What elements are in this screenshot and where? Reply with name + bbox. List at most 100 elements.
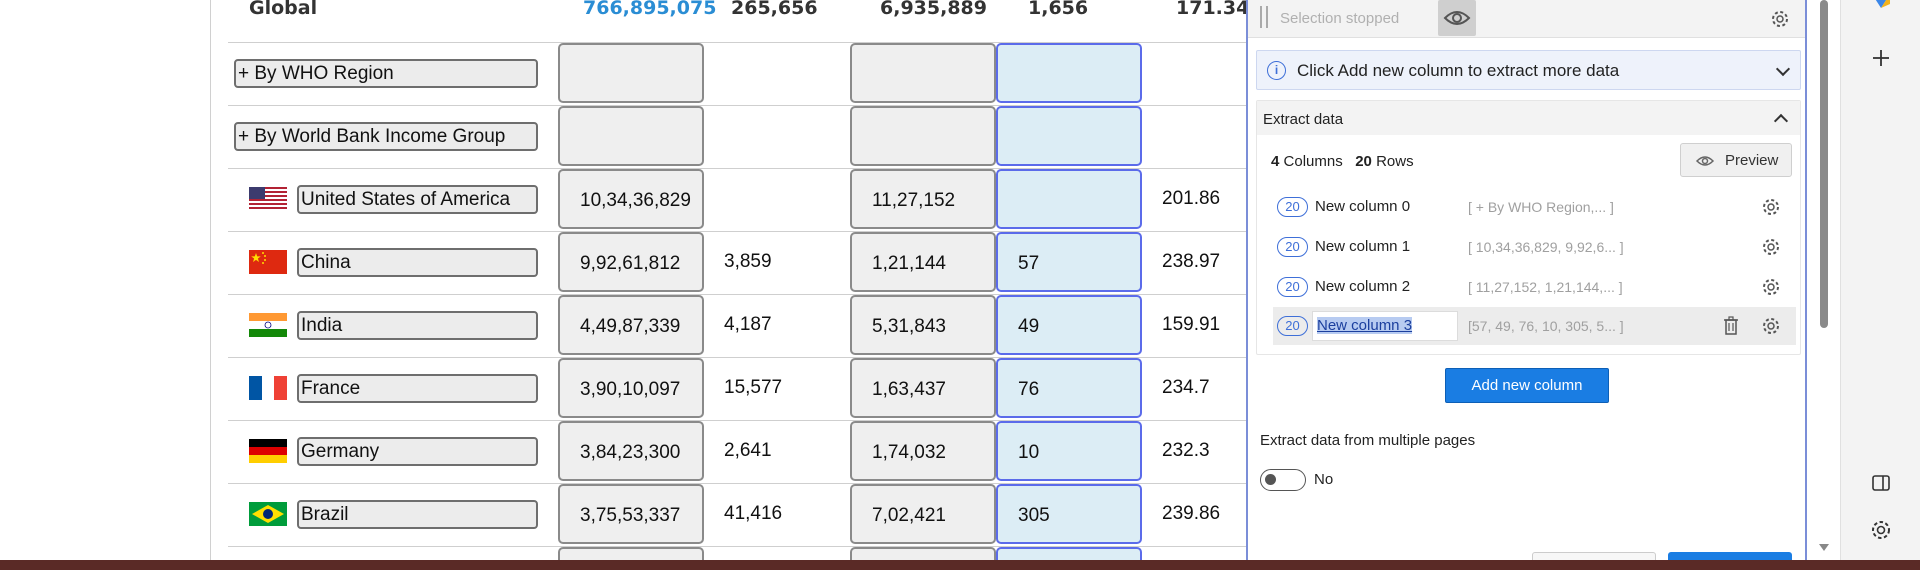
income-group-button[interactable]: + By World Bank Income Group	[234, 122, 538, 151]
germany-flag-icon	[249, 439, 287, 463]
table-cell[interactable]	[558, 547, 704, 560]
plus-icon[interactable]	[1868, 45, 1894, 71]
row-count-badge: 20	[1277, 316, 1308, 336]
column-row-counts: 4 Columns 20 Rows	[1271, 153, 1414, 170]
global-rate: 171.34	[1176, 0, 1246, 19]
extension-icon[interactable]	[1868, 0, 1894, 16]
row-count-badge: 20	[1277, 237, 1308, 257]
country-button-france[interactable]: France	[297, 374, 538, 403]
footer-secondary-button[interactable]	[1532, 552, 1656, 560]
row-count-badge: 20	[1277, 277, 1308, 297]
column-row-selected[interactable]: 20 New column 3 [57, 49, 76, 10, 305, 5.…	[1273, 307, 1796, 345]
rate-value: 239.86	[1162, 503, 1221, 524]
selected-cell[interactable]	[996, 43, 1142, 103]
info-banner[interactable]: i Click Add new column to extract more d…	[1256, 50, 1801, 90]
column-preview: [ 11,27,152, 1,21,144,... ]	[1468, 279, 1623, 295]
selected-cell[interactable]: 49	[996, 295, 1142, 355]
selected-cell[interactable]: 305	[996, 484, 1142, 544]
deaths-cell[interactable]: 7,02,421	[850, 484, 996, 544]
multi-page-value: No	[1314, 471, 1334, 488]
preview-button[interactable]: Preview	[1680, 143, 1792, 177]
rows-label: Rows	[1376, 153, 1414, 170]
selected-cell[interactable]: 76	[996, 358, 1142, 418]
chevron-down-icon[interactable]	[1775, 61, 1791, 77]
rate-value: 232.3	[1162, 440, 1210, 461]
table-cell[interactable]	[850, 547, 996, 560]
sidebar-toggle-icon[interactable]	[1868, 470, 1894, 496]
trash-icon[interactable]	[1721, 315, 1741, 337]
country-button-brazil[interactable]: Brazil	[297, 500, 538, 529]
deaths-cell[interactable]: 5,31,843	[850, 295, 996, 355]
toggle-knob	[1265, 474, 1276, 485]
country-button-germany[interactable]: Germany	[297, 437, 538, 466]
page-border	[210, 0, 211, 560]
selection-status: Selection stopped	[1280, 10, 1400, 27]
column-row[interactable]: 20 New column 2 [ 11,27,152, 1,21,144,..…	[1273, 268, 1796, 306]
selected-cell[interactable]	[996, 169, 1142, 229]
footer-primary-button[interactable]	[1668, 552, 1792, 560]
cases-cell[interactable]: 3,75,53,337	[558, 484, 704, 544]
new-cases-value: 2,641	[724, 440, 772, 461]
column-name[interactable]: New column 0	[1315, 198, 1411, 215]
country-button-china[interactable]: China	[297, 248, 538, 277]
gear-icon[interactable]	[1760, 196, 1782, 218]
column-name-input[interactable]: New column 3	[1312, 311, 1458, 341]
panel-toolbar: Selection stopped	[1248, 0, 1805, 38]
column-name[interactable]: New column 1	[1315, 238, 1411, 255]
gear-icon[interactable]	[1760, 315, 1782, 337]
extract-data-header[interactable]: Extract data	[1257, 101, 1800, 135]
add-new-column-button[interactable]: Add new column	[1445, 368, 1609, 403]
new-cases-value: 15,577	[724, 377, 783, 398]
cases-cell[interactable]: 4,49,87,339	[558, 295, 704, 355]
preview-label: Preview	[1725, 152, 1779, 169]
selected-cell[interactable]: 57	[996, 232, 1142, 292]
cases-cell[interactable]: 9,92,61,812	[558, 232, 704, 292]
column-preview: [ + By WHO Region,... ]	[1468, 199, 1614, 215]
row-divider	[228, 105, 1246, 106]
multi-page-toggle[interactable]	[1260, 469, 1306, 491]
table-cell[interactable]	[850, 106, 996, 166]
rows-count: 20	[1355, 153, 1372, 170]
us-flag-icon	[249, 187, 287, 211]
china-flag-icon	[249, 250, 287, 274]
column-name[interactable]: New column 2	[1315, 278, 1411, 295]
column-row[interactable]: 20 New column 1 [ 10,34,36,829, 9,92,6..…	[1273, 228, 1796, 266]
drag-handle-icon[interactable]	[1260, 6, 1268, 28]
toggle-highlight-button[interactable]	[1438, 0, 1476, 36]
cases-cell[interactable]: 10,34,36,829	[558, 169, 704, 229]
row-divider	[228, 357, 1246, 358]
deaths-cell[interactable]: 1,63,437	[850, 358, 996, 418]
gear-icon[interactable]	[1769, 8, 1791, 30]
deaths-cell[interactable]: 1,21,144	[850, 232, 996, 292]
deaths-cell[interactable]: 11,27,152	[850, 169, 996, 229]
gear-icon[interactable]	[1760, 236, 1782, 258]
global-label: Global	[249, 0, 318, 19]
rate-value: 159.91	[1162, 314, 1221, 335]
country-button-usa[interactable]: United States of America	[297, 185, 538, 214]
deaths-cell[interactable]: 1,74,032	[850, 421, 996, 481]
cases-cell[interactable]: 3,90,10,097	[558, 358, 704, 418]
info-text: Click Add new column to extract more dat…	[1297, 61, 1620, 80]
settings-gear-icon[interactable]	[1868, 517, 1894, 543]
column-preview: [ 10,34,36,829, 9,92,6... ]	[1468, 239, 1624, 255]
table-cell[interactable]	[558, 106, 704, 166]
selected-cell[interactable]: 10	[996, 421, 1142, 481]
panel-scrollbar[interactable]	[1807, 0, 1840, 560]
multi-page-label: Extract data from multiple pages	[1260, 432, 1476, 449]
country-button-india[interactable]: India	[297, 311, 538, 340]
row-divider	[228, 420, 1246, 421]
chevron-up-icon[interactable]	[1773, 113, 1789, 129]
table-cell[interactable]	[558, 43, 704, 103]
column-row[interactable]: 20 New column 0 [ + By WHO Region,... ]	[1273, 188, 1796, 226]
scroll-thumb[interactable]	[1820, 0, 1828, 328]
table-cell[interactable]	[850, 43, 996, 103]
global-new-deaths: 1,656	[1028, 0, 1089, 19]
scroll-down-arrow-icon[interactable]	[1819, 544, 1829, 551]
who-region-button[interactable]: + By WHO Region	[234, 59, 538, 88]
gear-icon[interactable]	[1760, 276, 1782, 298]
selected-cell[interactable]	[996, 106, 1142, 166]
selected-cell[interactable]	[996, 547, 1142, 560]
info-icon: i	[1267, 61, 1286, 80]
cases-cell[interactable]: 3,84,23,300	[558, 421, 704, 481]
row-divider	[228, 294, 1246, 295]
